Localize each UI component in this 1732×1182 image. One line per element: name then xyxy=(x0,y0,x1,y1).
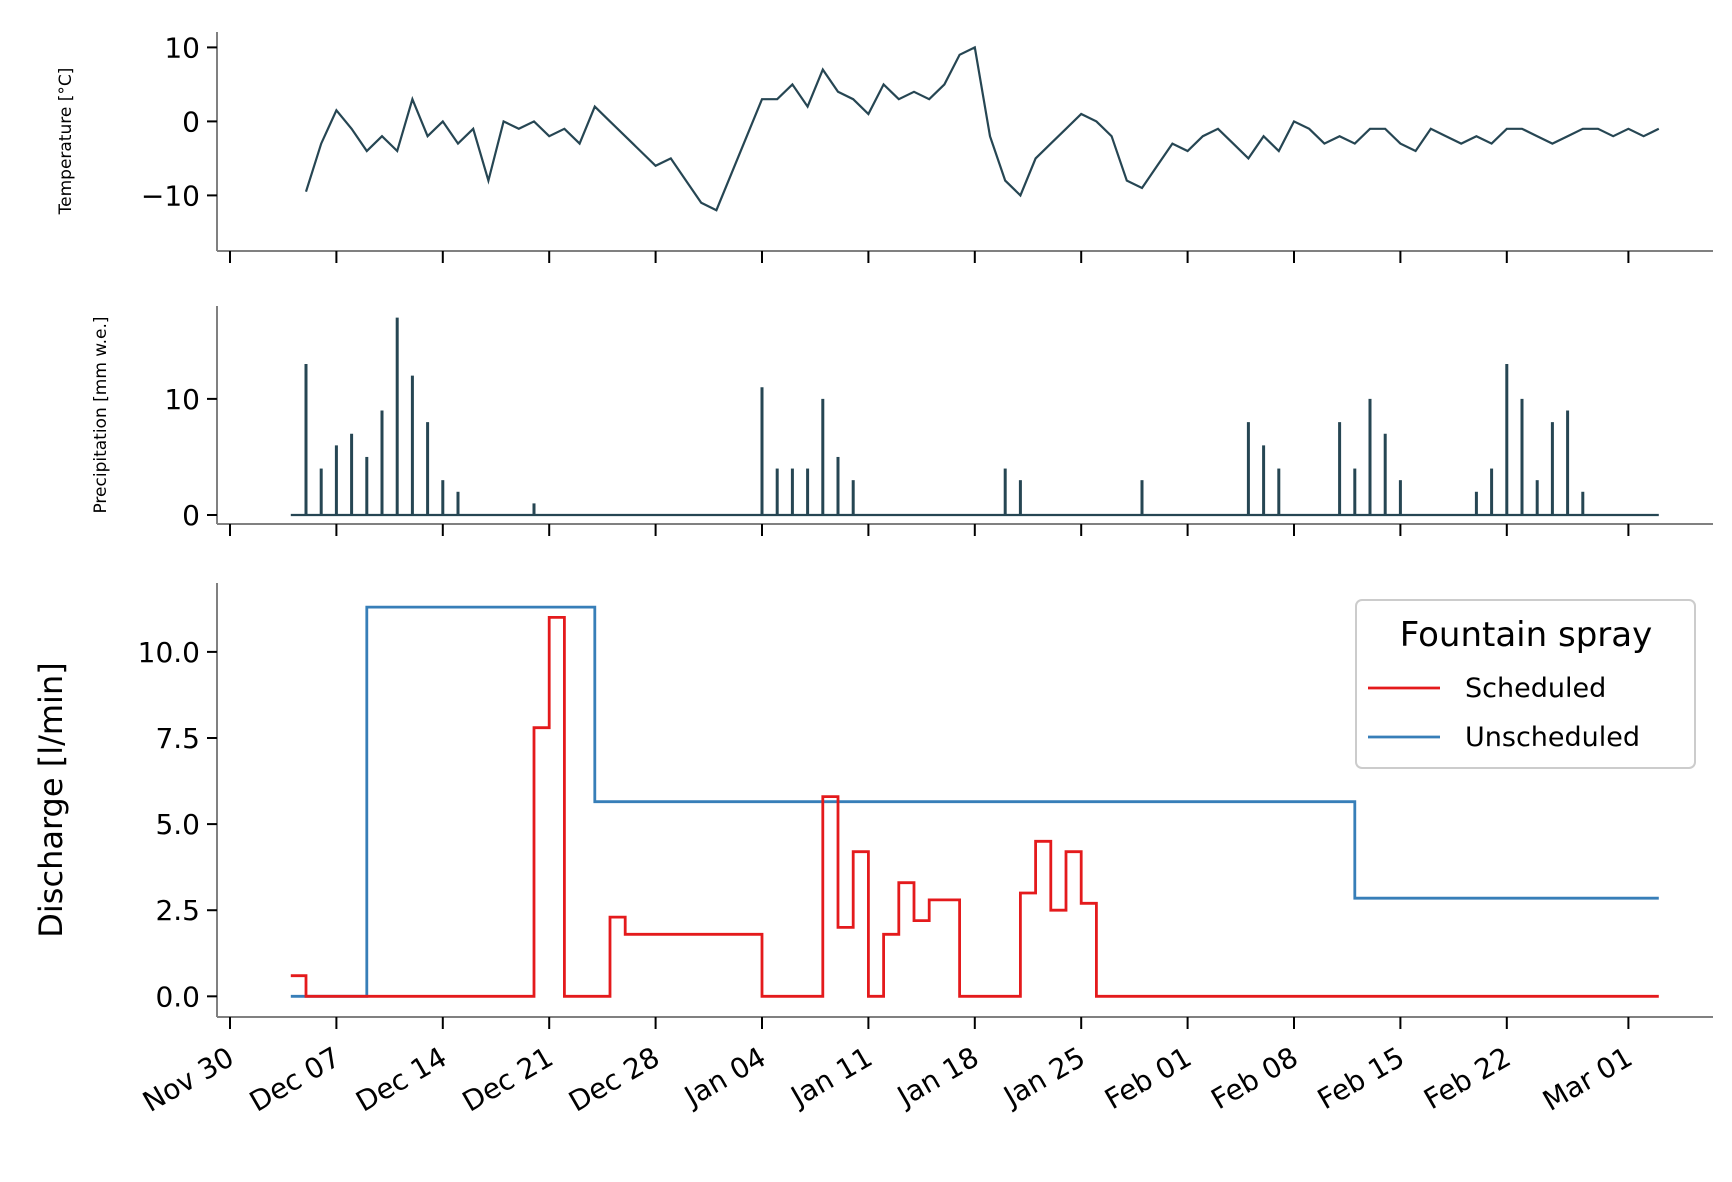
y-tick-label: 10 xyxy=(164,383,200,416)
x-tick-label: Jan 04 xyxy=(677,1040,771,1113)
x-tick-label: Mar 01 xyxy=(1537,1040,1638,1117)
y-tick-label: −10 xyxy=(141,179,200,212)
discharge-x-ticks: Nov 30 Dec 07 Dec 14 Dec 21 Dec 28 Jan 04 Jan … xyxy=(137,1017,1638,1119)
y-tick-label: 7.5 xyxy=(155,722,200,755)
precipitation-series xyxy=(304,317,1585,515)
x-tick-label: Feb 01 xyxy=(1099,1040,1197,1116)
temperature-panel: 10 0 −10 Temperature [°C] xyxy=(56,31,1713,263)
scheduled-series-line xyxy=(290,616,1659,998)
precipitation-y-label: Precipitation [mm w.e.] xyxy=(91,316,111,513)
x-tick-label: Dec 07 xyxy=(244,1040,346,1118)
legend-box xyxy=(1355,599,1696,769)
discharge-y-ticks: 0.0 2.5 5.0 7.5 10.0 xyxy=(138,636,217,1013)
discharge-y-label: Discharge [l/min] xyxy=(32,662,70,937)
x-tick-label: Jan 11 xyxy=(784,1040,878,1113)
y-tick-label: 0 xyxy=(182,105,200,138)
x-tick-label: Nov 30 xyxy=(137,1040,239,1118)
x-tick-label: Jan 25 xyxy=(997,1040,1091,1113)
x-tick-label: Dec 28 xyxy=(563,1040,665,1118)
precipitation-x-ticks xyxy=(229,524,1630,536)
x-tick-label: Feb 15 xyxy=(1312,1040,1410,1116)
temperature-y-ticks: 10 0 −10 xyxy=(141,31,217,212)
x-tick-label: Dec 14 xyxy=(350,1040,452,1118)
y-tick-label: 0.0 xyxy=(155,980,200,1013)
unscheduled-series-line xyxy=(290,605,1659,998)
y-tick-label: 10.0 xyxy=(138,636,200,669)
legend-label-unscheduled: Unscheduled xyxy=(1465,722,1640,753)
temperature-y-label: Temperature [°C] xyxy=(56,68,76,216)
y-tick-label: 0 xyxy=(182,499,200,532)
precipitation-panel: 10 0 Precipitation [mm w.e.] xyxy=(91,306,1713,536)
x-tick-label: Feb 08 xyxy=(1205,1040,1303,1116)
y-tick-label: 10 xyxy=(164,31,200,64)
discharge-panel: 0.02.55.07.510.0 Nov 30 Dec 07 Dec 14 Dec 2… xyxy=(32,583,1713,1119)
legend: Fountain spray Scheduled Unscheduled xyxy=(1355,599,1696,769)
x-tick-label: Dec 21 xyxy=(457,1040,559,1118)
legend-title: Fountain spray xyxy=(1400,615,1652,655)
y-tick-label: 2.5 xyxy=(155,894,200,927)
legend-label-scheduled: Scheduled xyxy=(1465,673,1606,704)
x-tick-label: Jan 18 xyxy=(890,1040,984,1113)
temperature-x-ticks xyxy=(229,251,1630,263)
temperature-series-line xyxy=(304,45,1660,212)
precipitation-y-ticks: 10 0 xyxy=(164,383,217,532)
y-tick-label: 5.0 xyxy=(155,808,200,841)
x-tick-label: Feb 22 xyxy=(1418,1040,1516,1116)
